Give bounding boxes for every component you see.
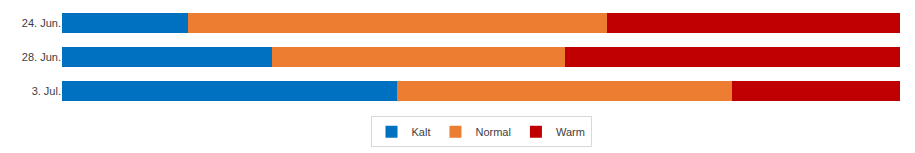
svg-text:Normal: Normal xyxy=(475,126,510,138)
svg-text:28. Jun.: 28. Jun. xyxy=(22,51,61,63)
svg-text:3. Jul.: 3. Jul. xyxy=(32,85,61,97)
svg-text:24. Jun.: 24. Jun. xyxy=(22,17,61,29)
svg-text:Kalt: Kalt xyxy=(412,126,431,138)
svg-text:Warm: Warm xyxy=(556,126,585,138)
